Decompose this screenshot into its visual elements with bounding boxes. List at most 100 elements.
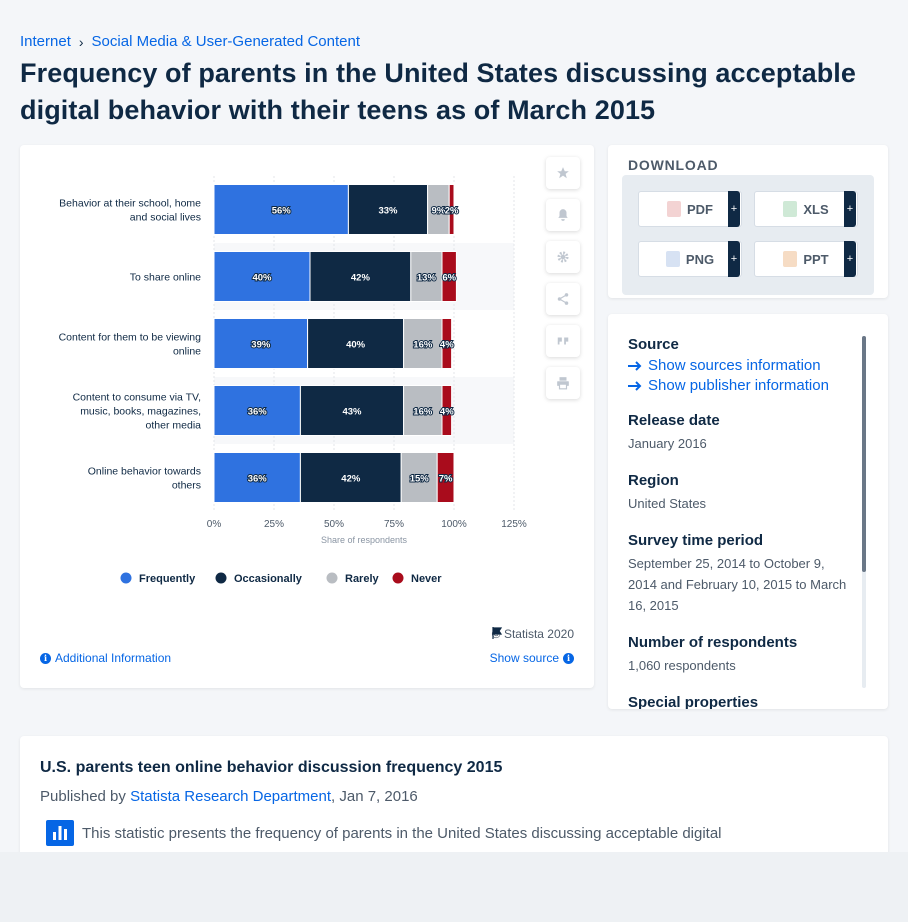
legend-label: Occasionally xyxy=(234,573,303,585)
print-icon[interactable] xyxy=(546,367,580,399)
legend-label: Rarely xyxy=(345,573,380,585)
data-label: 6% xyxy=(442,273,456,284)
chevron-right-icon: › xyxy=(78,33,84,50)
bar-chart-icon xyxy=(46,820,74,846)
ppt-download-button[interactable]: PPT xyxy=(754,241,858,277)
legend-label: Never xyxy=(411,573,442,585)
data-label: 56% xyxy=(272,206,292,217)
x-tick-label: 75% xyxy=(384,519,404,530)
description-text: This statistic presents the frequency of… xyxy=(82,825,722,842)
category-label: Content to consume via TV, xyxy=(73,392,201,404)
arrow-right-icon xyxy=(628,380,642,391)
category-label: Online behavior towards xyxy=(88,466,201,478)
additional-information-link[interactable]: i Additional Information xyxy=(40,651,171,665)
bar-segment xyxy=(410,251,443,302)
pdf-file-icon xyxy=(667,201,681,217)
x-tick-label: 25% xyxy=(264,519,284,530)
data-label: 16% xyxy=(413,407,433,418)
png-plus-icon[interactable]: + xyxy=(728,241,740,277)
x-tick-label: 100% xyxy=(441,519,467,530)
xls-plus-icon[interactable]: + xyxy=(844,191,856,227)
scrollbar-thumb[interactable] xyxy=(862,336,866,572)
category-label: and social lives xyxy=(130,212,201,224)
legend-marker xyxy=(392,572,404,584)
footer-band xyxy=(0,852,908,922)
data-label: 4% xyxy=(440,407,454,418)
data-label: 43% xyxy=(342,407,362,418)
bar-segment xyxy=(307,318,405,369)
x-tick-label: 125% xyxy=(501,519,527,530)
xls-file-icon xyxy=(783,201,798,217)
publisher-link[interactable]: Statista Research Department xyxy=(130,788,332,805)
bar-segment xyxy=(299,385,405,436)
info-icon: i xyxy=(563,652,574,664)
bar-segment xyxy=(436,452,455,503)
ppt-plus-icon[interactable]: + xyxy=(844,241,856,277)
data-label: 9% xyxy=(432,206,446,217)
bar-segment xyxy=(309,251,412,302)
bar-segment xyxy=(441,251,457,302)
legend-label: Frequently xyxy=(139,573,196,585)
data-label: 36% xyxy=(248,407,268,418)
x-tick-label: 0% xyxy=(207,519,222,530)
bar-segment xyxy=(403,385,443,436)
data-label: 40% xyxy=(346,340,366,351)
release-date-value: January 2016 xyxy=(628,436,707,451)
breadcrumb-internet[interactable]: Internet xyxy=(20,33,71,50)
category-label: music, books, magazines, xyxy=(80,406,201,418)
gear-icon[interactable] xyxy=(546,241,580,273)
bar-segment xyxy=(441,385,453,436)
flag-icon[interactable] xyxy=(492,627,503,639)
special-properties-heading: Special properties xyxy=(628,694,759,709)
breadcrumb-social-media[interactable]: Social Media & User-Generated Content xyxy=(91,33,361,50)
details-scrollbar[interactable] xyxy=(862,336,866,688)
bar-segment xyxy=(213,385,301,436)
source-heading: Source xyxy=(628,336,679,353)
data-label: 42% xyxy=(351,273,371,284)
category-label: Content for them to be viewing xyxy=(59,332,202,344)
stacked-bar-chart: 0% 25% 50% 75% 100% 125% Share of respondents B… xyxy=(59,176,527,585)
bell-icon[interactable] xyxy=(546,199,580,231)
png-file-icon xyxy=(665,251,680,267)
data-label: 4% xyxy=(440,340,454,351)
category-label: others xyxy=(172,480,201,492)
data-label: 2% xyxy=(445,206,459,217)
png-download-button[interactable]: PNG xyxy=(638,241,742,277)
download-buttons: PDF + XLS + PNG + PPT + xyxy=(622,175,874,295)
region-value: United States xyxy=(628,496,707,511)
show-source-link[interactable]: Show source i xyxy=(490,651,574,665)
data-label: 42% xyxy=(341,474,361,485)
chart-card: 0% 25% 50% 75% 100% 125% Share of respondents B… xyxy=(20,145,594,688)
data-label: 33% xyxy=(378,206,398,217)
star-icon[interactable] xyxy=(546,157,580,189)
statistic-title: U.S. parents teen online behavior discus… xyxy=(40,759,503,776)
release-date-heading: Release date xyxy=(628,412,720,429)
respondents-heading: Number of respondents xyxy=(628,634,798,651)
survey-period-heading: Survey time period xyxy=(628,532,764,549)
published-by: Published by Statista Research Departmen… xyxy=(40,788,418,805)
respondents-value: 1,060 respondents xyxy=(628,658,736,673)
download-card: DOWNLOAD PDF + XLS + PNG + PPT + xyxy=(608,145,888,298)
legend-marker xyxy=(215,572,227,584)
data-label: 39% xyxy=(251,340,271,351)
show-sources-link[interactable]: Show sources information xyxy=(628,357,850,374)
category-label: To share online xyxy=(130,272,201,284)
quote-icon[interactable] xyxy=(546,325,580,357)
data-label: 36% xyxy=(248,474,268,485)
bar-segment xyxy=(441,318,453,369)
legend-marker xyxy=(326,572,338,584)
info-icon: i xyxy=(40,652,51,664)
pdf-plus-icon[interactable]: + xyxy=(728,191,740,227)
pdf-download-button[interactable]: PDF xyxy=(638,191,742,227)
download-title: DOWNLOAD xyxy=(628,157,719,173)
share-icon[interactable] xyxy=(546,283,580,315)
legend-marker xyxy=(120,572,132,584)
xls-download-button[interactable]: XLS xyxy=(754,191,858,227)
data-label: 16% xyxy=(413,340,433,351)
show-publisher-link[interactable]: Show publisher information xyxy=(628,377,850,394)
category-label: online xyxy=(173,346,201,358)
data-label: 13% xyxy=(417,273,437,284)
ppt-file-icon xyxy=(783,251,798,267)
x-axis-label: Share of respondents xyxy=(321,535,408,545)
details-list: Source Show sources information Show pub… xyxy=(628,336,850,709)
